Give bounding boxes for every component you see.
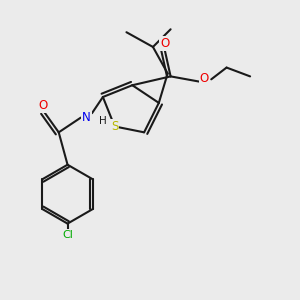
Text: H: H [99, 116, 107, 126]
Text: N: N [82, 111, 91, 124]
Text: O: O [38, 99, 47, 112]
Text: Cl: Cl [62, 230, 73, 240]
Text: O: O [160, 37, 169, 50]
Text: O: O [200, 72, 209, 85]
Text: S: S [111, 120, 118, 133]
